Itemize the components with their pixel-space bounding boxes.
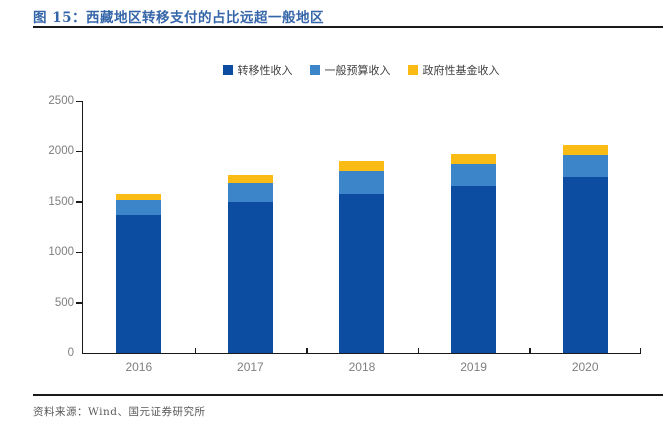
- bar-segment: [116, 200, 162, 215]
- bar-segment: [451, 154, 497, 164]
- category-cell-2016: 2016: [83, 101, 195, 374]
- y-axis-tick: [75, 302, 82, 304]
- bar-segment: [116, 193, 162, 201]
- bar-segment: [339, 160, 385, 172]
- legend-label: 政府性基金收入: [422, 64, 500, 77]
- bar-segment: [562, 177, 608, 353]
- title-divider: [33, 26, 663, 28]
- stacked-bar-2017: [227, 174, 273, 353]
- category-cell-2017: 2017: [195, 101, 307, 374]
- legend-swatch-icon: [407, 65, 418, 75]
- y-axis-label: 500: [54, 296, 74, 309]
- bar-segment: [339, 171, 385, 194]
- stacked-bar-2018: [339, 160, 385, 353]
- bar-segment: [227, 174, 273, 184]
- legend-item-1: 一般预算收入: [309, 62, 391, 78]
- chart-legend: 转移性收入 一般预算收入 政府性基金收入: [82, 62, 640, 78]
- bar-segment: [451, 185, 497, 353]
- y-axis-tick: [75, 201, 82, 203]
- y-axis-label: 1500: [48, 195, 74, 208]
- y-axis-label: 0: [67, 347, 74, 359]
- stacked-bar-2020: [562, 145, 608, 353]
- x-axis-tick: [306, 348, 308, 353]
- bar-segment: [562, 145, 608, 156]
- category-cell-2018: 2018: [306, 101, 418, 374]
- y-axis-label: 1000: [48, 246, 74, 259]
- legend-item-2: 政府性基金收入: [407, 62, 500, 78]
- stacked-bar-2019: [451, 154, 497, 353]
- bar-segment: [227, 183, 273, 203]
- x-axis-label: 2020: [571, 360, 599, 374]
- x-axis-tick: [529, 348, 531, 353]
- legend-label: 一般预算收入: [324, 64, 391, 77]
- chart-plot-area: 2016 2017 2018 2019 2020 0 500 1000 1500 2000 250…: [48, 95, 641, 374]
- x-axis-label: 2017: [237, 360, 264, 374]
- x-axis-tick: [417, 348, 420, 353]
- category-cell-2020: 2020: [529, 101, 641, 374]
- y-axis-tick: [75, 150, 82, 153]
- x-axis-label: 2019: [460, 360, 487, 374]
- legend-swatch-icon: [222, 65, 233, 75]
- y-axis-label: 2500: [48, 95, 74, 107]
- bar-segment: [227, 202, 273, 353]
- x-axis-label: 2016: [125, 360, 153, 374]
- footer-divider: [33, 394, 663, 396]
- bar-segment: [562, 155, 608, 178]
- bar-segment: [451, 163, 497, 186]
- y-axis-tick: [75, 100, 82, 102]
- source-note: 资料来源：Wind、国元证券研究所: [33, 406, 206, 418]
- legend-swatch-icon: [309, 65, 320, 75]
- y-axis-tick: [75, 251, 82, 254]
- x-axis-end-tick: [639, 348, 641, 353]
- x-axis-tick: [194, 348, 197, 353]
- x-axis-label: 2018: [348, 360, 376, 374]
- figure-title: 图 15：西藏地区转移支付的占比远超一般地区: [33, 10, 324, 26]
- stacked-bar-2016: [116, 193, 162, 353]
- legend-item-0: 转移性收入: [222, 62, 293, 78]
- bar-cells: 2016 2017 2018 2019 2020: [83, 101, 641, 374]
- bar-segment: [339, 193, 385, 353]
- category-cell-2019: 2019: [418, 101, 530, 374]
- y-axis-label: 2000: [48, 145, 74, 158]
- legend-label: 转移性收入: [237, 64, 293, 77]
- bar-segment: [116, 214, 162, 353]
